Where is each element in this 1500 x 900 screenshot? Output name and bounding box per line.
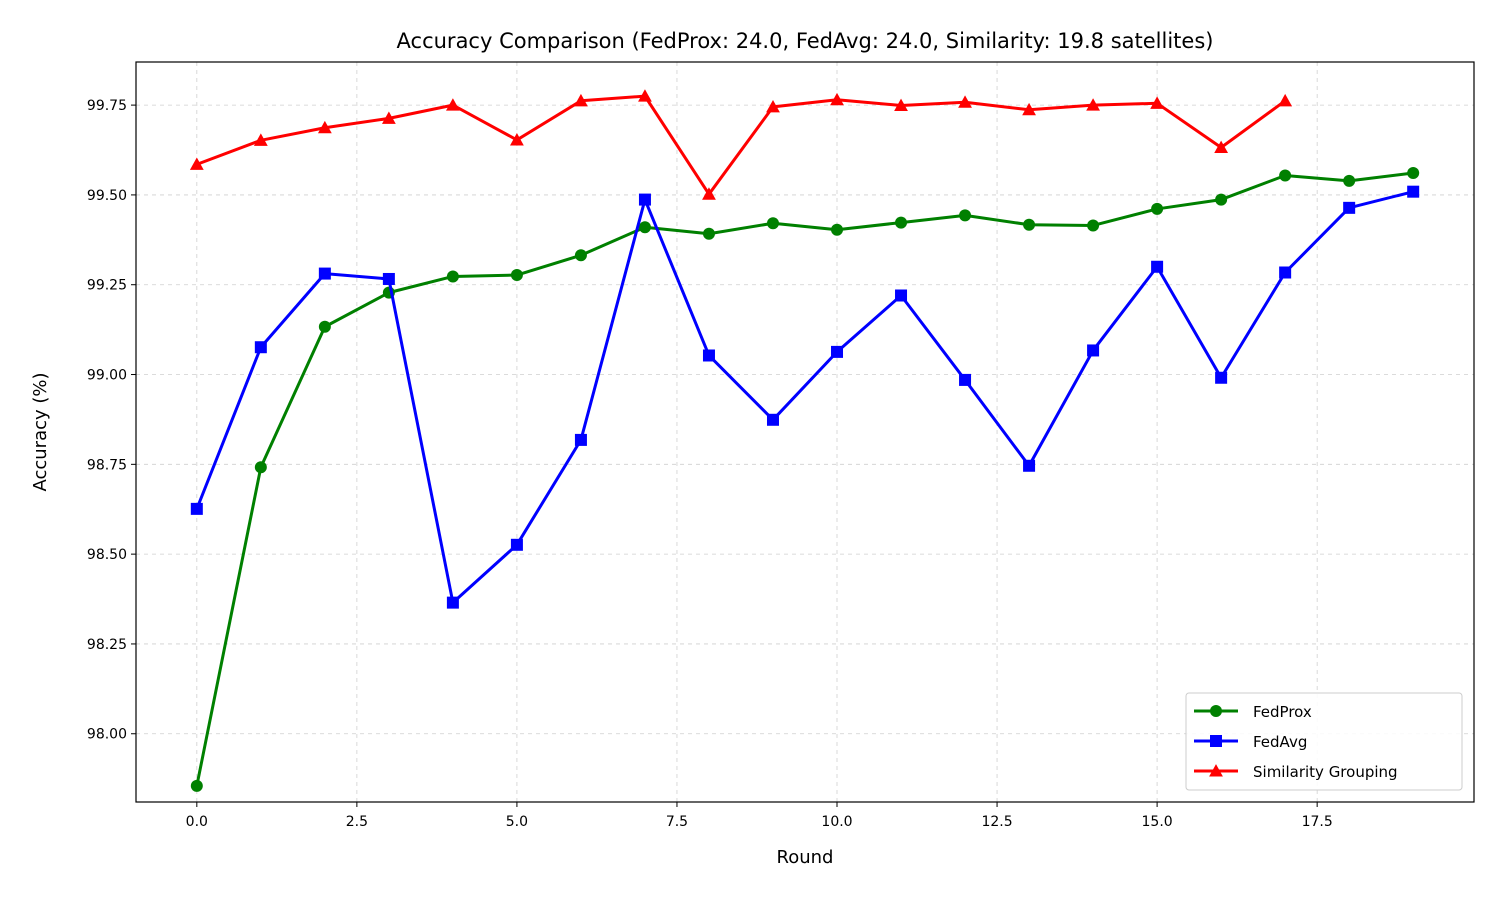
legend-swatch-marker [1210, 705, 1222, 717]
fedprox-point [831, 223, 844, 236]
similarity-grouping-point [1022, 102, 1036, 116]
similarity-grouping-point [638, 89, 652, 102]
fedprox-point [895, 216, 908, 229]
fedavg-line [195, 190, 1414, 605]
similarity-grouping-series [189, 89, 1293, 200]
fedprox-point [1215, 193, 1228, 206]
legend-item-fedprox: FedProx [1194, 703, 1312, 721]
similarity-grouping-point [1214, 140, 1229, 154]
legend-label: FedProx [1253, 703, 1312, 721]
x-axis-label: Round [777, 847, 834, 868]
fedavg-point [959, 373, 972, 386]
x-tick-label: 2.5 [346, 814, 368, 830]
fedavg-point [895, 289, 908, 302]
similarity-grouping-point [958, 95, 972, 108]
fedavg-point [382, 272, 395, 285]
fedavg-point [1215, 371, 1228, 384]
legend-box [1185, 692, 1463, 791]
similarity-grouping-point [510, 133, 524, 146]
similarity-grouping-point [1086, 98, 1100, 111]
fedavg-point [510, 538, 523, 551]
fedprox-point [1407, 167, 1420, 179]
legend-item-fedavg: FedAvg [1194, 733, 1307, 751]
similarity-grouping-point [574, 93, 588, 107]
fedprox-point [959, 209, 972, 222]
fedprox-point [1087, 219, 1100, 232]
fedprox-point [446, 270, 459, 283]
x-tick-label: 7.5 [666, 814, 688, 830]
chart-title: Accuracy Comparison (FedProx: 24.0, FedA… [397, 29, 1214, 53]
fedavg-point [1151, 260, 1164, 273]
fedavg-point [1087, 344, 1100, 357]
series-lines [189, 89, 1420, 792]
fedavg-point [702, 349, 715, 362]
legend: FedProx FedAvg Similarity Grouping [1185, 692, 1463, 791]
fedprox-point [1343, 174, 1356, 187]
y-tick-label: 98.50 [87, 547, 127, 563]
y-tick-label: 98.00 [87, 727, 127, 743]
x-tick-label: 12.5 [981, 814, 1012, 830]
similarity-grouping-point [830, 92, 844, 106]
y-tick-label: 99.75 [87, 98, 127, 114]
similarity-grouping-point [317, 120, 332, 134]
plot-frame [135, 61, 1475, 803]
y-tick-label: 99.25 [87, 278, 127, 294]
x-tick-label: 5.0 [506, 814, 528, 830]
fedavg-point [766, 413, 779, 426]
fedavg-series [190, 185, 1420, 609]
similarity-grouping-point [445, 98, 460, 111]
legend-swatch-marker [1210, 735, 1222, 747]
legend-label: FedAvg [1253, 733, 1307, 751]
legend-item-similarity-grouping: Similarity Grouping [1194, 763, 1398, 781]
similarity-grouping-point [766, 100, 780, 113]
axis-ticks: 0.0 2.5 5.0 7.5 10.0 12.5 15.0 17.5 98.00 98.25 98… [87, 98, 1333, 830]
fedprox-point [702, 227, 715, 240]
fedprox-point [190, 779, 203, 792]
fedprox-point [574, 249, 587, 262]
fedavg-point [446, 596, 459, 609]
similarity-grouping-point [381, 111, 396, 124]
fedprox-point [510, 269, 523, 282]
x-tick-label: 15.0 [1142, 814, 1173, 830]
fedprox-point [254, 461, 267, 474]
fedprox-point [1279, 169, 1292, 182]
fedavg-point [190, 502, 203, 515]
x-tick-label: 17.5 [1302, 814, 1333, 830]
y-tick-label: 99.50 [87, 188, 127, 204]
fedavg-point [574, 433, 587, 446]
fedavg-point [831, 345, 844, 358]
fedavg-point [1023, 459, 1036, 472]
similarity-grouping-line [196, 94, 1287, 196]
legend-swatch-marker [1209, 764, 1223, 777]
x-tick-label: 0.0 [186, 814, 208, 830]
legend-label: Similarity Grouping [1253, 763, 1398, 781]
fedavg-point [638, 193, 651, 206]
similarity-grouping-point [1150, 96, 1165, 109]
y-tick-label: 99.00 [87, 368, 127, 384]
x-tick-label: 10.0 [821, 814, 852, 830]
grid-lines [136, 62, 1474, 802]
fedavg-point [1279, 266, 1292, 279]
fedavg-point [254, 341, 267, 354]
fedprox-point [1023, 218, 1036, 231]
fedprox-line [195, 171, 1414, 787]
similarity-grouping-point [1278, 93, 1293, 107]
fedavg-point [1407, 185, 1420, 198]
y-tick-label: 98.25 [87, 637, 127, 653]
fedprox-series [190, 167, 1420, 792]
similarity-grouping-point [702, 187, 716, 200]
fedprox-point [638, 221, 651, 234]
similarity-grouping-point [189, 157, 204, 170]
fedprox-point [766, 217, 779, 230]
y-axis-label: Accuracy (%) [30, 372, 51, 491]
similarity-grouping-point [894, 98, 908, 111]
similarity-grouping-point [253, 133, 268, 146]
fedavg-point [318, 267, 331, 280]
fedprox-point [318, 320, 331, 333]
fedprox-point [1151, 202, 1164, 215]
y-tick-label: 98.75 [87, 457, 127, 473]
fedavg-point [1343, 201, 1356, 214]
